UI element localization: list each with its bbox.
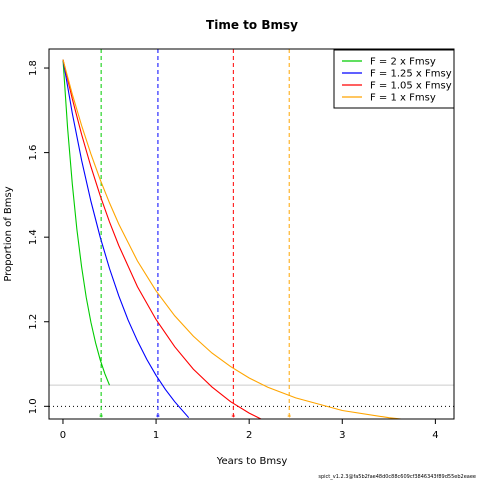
chart-title: Time to Bmsy (206, 18, 298, 32)
time-marker-star-1: * (156, 413, 160, 422)
legend-label-0: F = 2 x Fmsy (370, 57, 436, 68)
y-axis: 1.0 1.2 1.4 1.6 1.8 (28, 60, 49, 414)
x-tick-label: 3 (339, 430, 345, 441)
time-marker-star-3: * (287, 413, 291, 422)
series-line-1 (62, 59, 190, 419)
plot-area: * * * * (49, 49, 454, 422)
x-axis: 0 1 2 3 4 (60, 419, 439, 441)
y-tick-label: 1.6 (28, 145, 39, 161)
footer-version-text: spict_v1.2.3@fa5b2fae48d0c88c609cf384634… (318, 474, 476, 480)
series-line-2 (62, 59, 263, 419)
x-tick-label: 4 (432, 430, 438, 441)
legend-box (333, 49, 455, 109)
time-marker-star-0: * (99, 413, 103, 422)
series-line-3 (62, 59, 406, 419)
x-tick-label: 1 (153, 430, 159, 441)
series-line-0 (62, 59, 111, 386)
legend-label-3: F = 1 x Fmsy (370, 93, 436, 104)
y-tick-label: 1.4 (28, 229, 39, 245)
y-tick-label: 1.8 (28, 60, 39, 76)
y-tick-label: 1.0 (28, 398, 39, 414)
y-axis-label: Proportion of Bmsy (3, 186, 14, 281)
legend-label-1: F = 1.25 x Fmsy (370, 69, 452, 80)
plot-frame (48, 48, 455, 420)
x-axis-label: Years to Bmsy (216, 456, 288, 467)
legend-label-2: F = 1.05 x Fmsy (370, 81, 452, 92)
time-marker-star-2: * (231, 413, 235, 422)
x-tick-label: 2 (246, 430, 252, 441)
y-tick-label: 1.2 (28, 314, 39, 330)
x-tick-label: 0 (60, 430, 66, 441)
